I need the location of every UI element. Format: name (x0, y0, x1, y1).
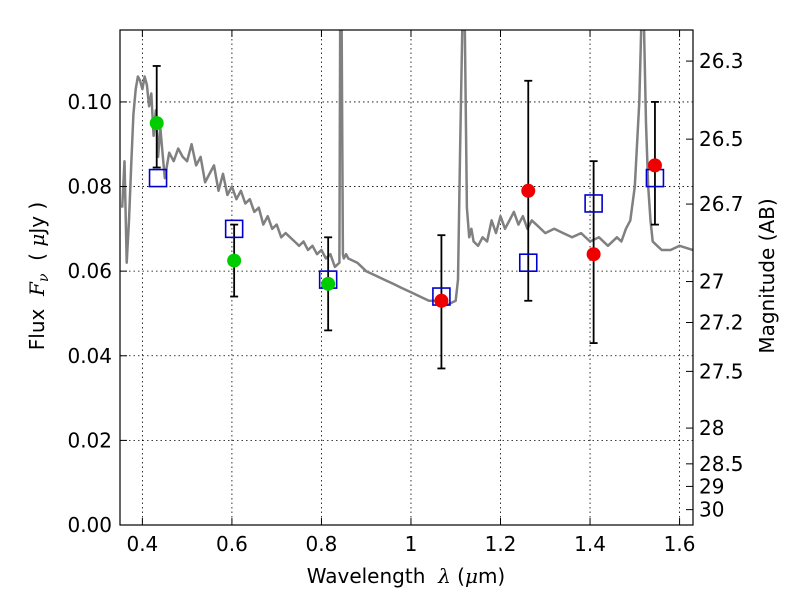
y-tick-label: 0.06 (67, 259, 112, 283)
observed-flux-point (227, 253, 242, 268)
y2-tick-label: 27.5 (699, 359, 744, 383)
x-tick-label: 1.4 (574, 532, 606, 556)
y2-tick-label: 26.7 (699, 192, 744, 216)
x-tick-label: 0.6 (216, 532, 248, 556)
x-tick-label: 1.6 (664, 532, 696, 556)
tick-marks (120, 30, 693, 526)
observed-flux-point (647, 158, 662, 173)
plot-frame (119, 29, 694, 526)
y-tick-label: 0.08 (67, 175, 112, 199)
y2-tick-label: 27 (699, 270, 724, 294)
y2-tick-label: 28 (699, 416, 724, 440)
model-photometry-square (148, 168, 168, 188)
x-tick-label: 1.2 (485, 532, 517, 556)
y-tick-label: 0.04 (67, 344, 112, 368)
model-photometry-square (518, 253, 538, 272)
y2-tick-label: 26.5 (699, 127, 744, 151)
sed-spectrum-line (120, 30, 693, 307)
observed-flux-point (586, 247, 601, 262)
model-photometry-square (224, 219, 244, 239)
y-tick-label: 0.10 (67, 90, 112, 114)
observed-flux-point (434, 293, 449, 308)
observed-flux-point (149, 116, 164, 131)
y2-tick-label: 30 (699, 498, 724, 522)
y2-tick-label: 26.3 (699, 49, 744, 73)
observed-flux-point (321, 276, 336, 291)
plot-area (120, 30, 693, 370)
x-tick-label: 0.8 (306, 532, 338, 556)
y-tick-label: 0.00 (67, 513, 112, 537)
tick-labels: 0.4 0.6 0.8 1 1.2 1.4 1.6 0.00 0.02 0.04 0.06 0.08 0… (67, 49, 743, 556)
x-axis-label: Wavelength λ (μm) (307, 564, 506, 588)
y-tick-label: 0.02 (67, 428, 112, 452)
grid-lines (120, 30, 693, 526)
y2-tick-label: 28.5 (699, 452, 744, 476)
y-axis-label: Flux Fν ( μJy ) (25, 202, 52, 350)
x-tick-label: 0.4 (126, 532, 158, 556)
secondary-y-axis-label: Magnitude (AB) (755, 198, 779, 353)
model-photometry-square (584, 194, 603, 213)
observed-flux-point (521, 183, 536, 198)
y2-tick-label: 29 (699, 474, 724, 498)
y2-tick-label: 27.2 (699, 311, 744, 335)
x-tick-label: 1 (405, 532, 418, 556)
